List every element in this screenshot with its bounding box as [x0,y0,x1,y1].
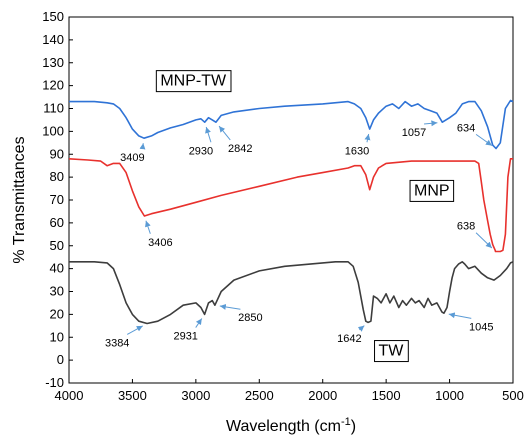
legend-box-tw: TW [374,340,409,363]
peak-arrow [448,312,472,319]
legend-label: MNP [414,182,450,199]
annotation-layer: 3409 2930 2842 1630 1057 634 3406 638 3384 2931 28… [105,120,494,349]
series-line-tw [69,261,514,325]
y-tick-label: 10 [50,329,64,344]
y-tick-label: 40 [50,261,64,276]
y-tick-label: 150 [42,9,64,24]
peak-arrow [475,133,493,147]
x-tick-label: 1000 [435,388,464,403]
peak-arrow [145,220,151,234]
x-tick-label: 2000 [308,388,337,403]
legend-box-mnp: MNP [409,179,455,202]
y-tick-label: 50 [50,238,64,253]
series-line-mnp [68,158,513,253]
legend-label: MNP-TW [160,73,227,90]
y-tick-label: 20 [50,306,64,321]
y-tick-label: 110 [43,101,64,116]
y-tick-label: 130 [42,55,64,70]
peak-label: 1057 [402,127,426,139]
peak-arrow [218,125,231,141]
y-axis: -10 0 10 20 30 40 50 60 70 80 90 100 110 120 130 140 150 [42,9,73,390]
x-tick-label: 500 [502,388,524,403]
y-tick-label: -10 [45,375,64,390]
peak-label: 638 [457,221,475,233]
peak-label: 3384 [105,337,129,349]
x-axis-title-close: ) [351,418,356,435]
legend-frame [155,70,232,93]
y-tick-label: 0 [57,352,64,367]
y-tick-label: 140 [42,32,64,47]
legend-frame [409,179,455,202]
peak-label: 1045 [469,321,493,333]
y-tick-label: 70 [50,192,64,207]
y-tick-label: 100 [42,123,64,138]
x-axis: 4000 3500 3000 2500 2000 1500 1000 500 [55,379,524,403]
y-axis-title: % Transmittances [11,136,28,263]
peak-arrow [475,232,493,249]
legend-label: TW [379,343,405,360]
peak-label: 3406 [148,237,172,249]
y-tick-label: 30 [50,284,64,299]
peak-arrow [126,325,143,335]
x-axis-title-superscript: -1 [341,416,351,428]
peak-label: 1642 [337,333,361,345]
y-tick-label: 90 [50,146,64,161]
x-tick-label: 3500 [118,388,147,403]
peak-label: 1630 [345,145,369,157]
peak-arrow [357,325,365,332]
x-tick-label: 2500 [245,388,274,403]
x-tick-label: 4000 [55,388,84,403]
series-layer [68,99,514,325]
peak-arrow [195,318,203,328]
legend-box-mnp-tw: MNP-TW [155,70,232,93]
y-tick-label: 120 [42,78,64,93]
peak-label: 2930 [189,145,213,157]
legend-frame [374,340,409,363]
peak-arrow [364,133,371,143]
legend-layer: MNP-TW MNP TW [155,70,455,363]
y-tick-label: 80 [50,169,64,184]
peak-label: 3409 [120,152,144,164]
peak-arrow [424,120,438,127]
x-tick-label: 1500 [372,388,401,403]
series-line-mnp-tw [69,99,514,150]
y-tick-label: 60 [50,215,64,230]
peak-arrow [139,143,146,150]
x-axis-title: Wavelength (cm-1) [226,416,356,435]
peak-label: 634 [457,122,475,134]
peak-arrow [205,126,212,143]
peak-label: 2931 [173,331,197,343]
x-axis-title-main: Wavelength (cm [226,418,341,435]
peak-label: 2850 [238,312,262,324]
x-tick-label: 3000 [181,388,210,403]
peak-label: 2842 [228,143,252,155]
peak-arrow [219,303,241,310]
